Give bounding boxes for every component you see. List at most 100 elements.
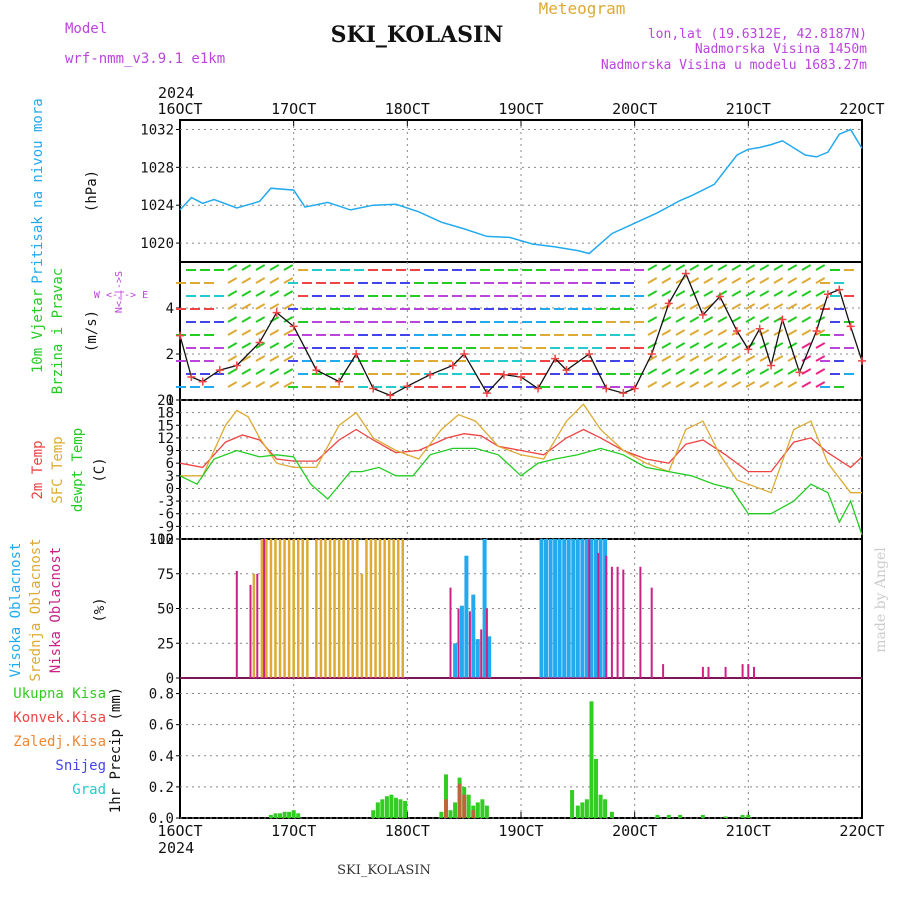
wind-barb <box>815 303 826 310</box>
wind-barb <box>647 264 658 271</box>
wind-barb <box>269 355 280 362</box>
cloud-bar <box>269 539 273 678</box>
temp-ylabel-2m: 2m Temp <box>30 440 46 499</box>
cloud-bar <box>741 664 744 678</box>
wind-barb <box>255 264 266 271</box>
temp-dewpt-line <box>179 447 863 536</box>
wind-speed-point <box>795 368 804 377</box>
wind-barb <box>759 277 770 284</box>
precip-bar <box>466 794 471 818</box>
y-tick-label: 1020 <box>140 236 174 252</box>
wind-ylabel-2: Brzina i Pravac <box>50 268 66 394</box>
wind-barb <box>787 355 798 362</box>
wind-barb <box>731 316 742 323</box>
wind-barb <box>773 316 784 323</box>
cloud-bar <box>485 608 488 678</box>
wind-barb <box>717 381 728 388</box>
cloud-bar <box>235 571 238 678</box>
cloud-bar <box>580 539 585 678</box>
wind-barb <box>787 277 798 284</box>
wind-barb <box>731 355 742 362</box>
precip-bar <box>398 799 403 818</box>
cloud-bar <box>662 664 665 678</box>
wind-barb <box>647 290 658 297</box>
wind-barb <box>283 368 294 375</box>
wind-barb <box>269 342 280 349</box>
precip-bar <box>282 811 287 818</box>
y-tick-label: 12 <box>157 431 174 447</box>
wind-barb <box>801 368 812 375</box>
wind-barb <box>759 355 770 362</box>
cloud-ylabel-low: Niska Oblacnost <box>48 547 64 673</box>
wind-barb <box>717 329 728 336</box>
wind-speed-point <box>289 322 298 331</box>
wind-barb <box>731 264 742 271</box>
wind-barb <box>255 342 266 349</box>
wind-barb <box>787 290 798 297</box>
wind-barb <box>787 368 798 375</box>
wind-barb <box>675 368 686 375</box>
cloud-bar <box>487 636 492 678</box>
wind-barb <box>703 381 714 388</box>
x-tick-label-bottom: 21OCT <box>726 822 771 840</box>
wind-barb <box>255 290 266 297</box>
wind-barb <box>283 381 294 388</box>
precip-bar <box>598 794 603 818</box>
wind-speed-point <box>647 350 656 358</box>
precip-bar <box>584 799 589 818</box>
y-tick-label: 25 <box>157 636 174 652</box>
wind-barb <box>731 277 742 284</box>
cloud-bar <box>263 539 266 678</box>
wind-barb <box>787 316 798 323</box>
wind-barb <box>773 368 784 375</box>
cloud-bar <box>378 539 382 678</box>
model-elevation-label: Nadmorska Visina u modelu 1683.27m <box>601 58 867 73</box>
wind-speed-point <box>187 373 196 381</box>
cloud-bar <box>539 539 544 678</box>
wind-barb <box>689 329 700 336</box>
y-tick-label: 1024 <box>140 198 174 214</box>
cloud-bar <box>482 539 487 678</box>
wind-barb <box>703 355 714 362</box>
wind-barb <box>283 355 294 362</box>
wind-barb <box>269 329 280 336</box>
year-top: 2024 <box>158 84 194 102</box>
wind-ylabel-1: 10m Vjetar <box>30 289 46 373</box>
wind-barb <box>717 303 728 310</box>
wind-barb <box>801 303 812 310</box>
wind-speed-point <box>551 354 560 363</box>
wind-speed-point <box>352 350 361 358</box>
precip-bar <box>384 796 389 818</box>
wind-barb <box>745 290 756 297</box>
precip-bar <box>380 799 385 818</box>
model-label: Model <box>65 21 107 37</box>
precip-bar <box>453 802 458 818</box>
wind-barb <box>731 368 742 375</box>
cloud-bar <box>597 552 600 678</box>
wind-barb <box>815 264 826 271</box>
cloud-bar <box>544 539 548 678</box>
cloud-bar <box>753 666 755 678</box>
wind-barb <box>815 290 826 297</box>
precip-bar <box>287 811 292 818</box>
wind-barb <box>255 316 266 323</box>
wind-speed-point <box>176 331 184 340</box>
cloud-bar <box>260 539 264 678</box>
cloud-bar <box>724 666 727 678</box>
x-tick-label-top: 19OCT <box>498 100 543 118</box>
x-tick-label-top: 20OCT <box>612 100 657 118</box>
precip-bar <box>480 799 485 818</box>
precip-bar <box>723 816 728 818</box>
wind-speed-point <box>778 315 787 324</box>
wind-barb <box>717 342 728 349</box>
precip-bar <box>740 814 745 818</box>
wind-barb <box>227 303 238 310</box>
precip-bar <box>575 805 580 818</box>
wind-barb <box>759 381 770 388</box>
cloud-bar <box>464 555 469 678</box>
wind-speed-point <box>460 350 469 358</box>
wind-speed-point <box>858 356 866 365</box>
x-tick-label-bottom: 18OCT <box>385 822 430 840</box>
wind-barb <box>703 342 714 349</box>
wind-barb <box>745 316 756 323</box>
